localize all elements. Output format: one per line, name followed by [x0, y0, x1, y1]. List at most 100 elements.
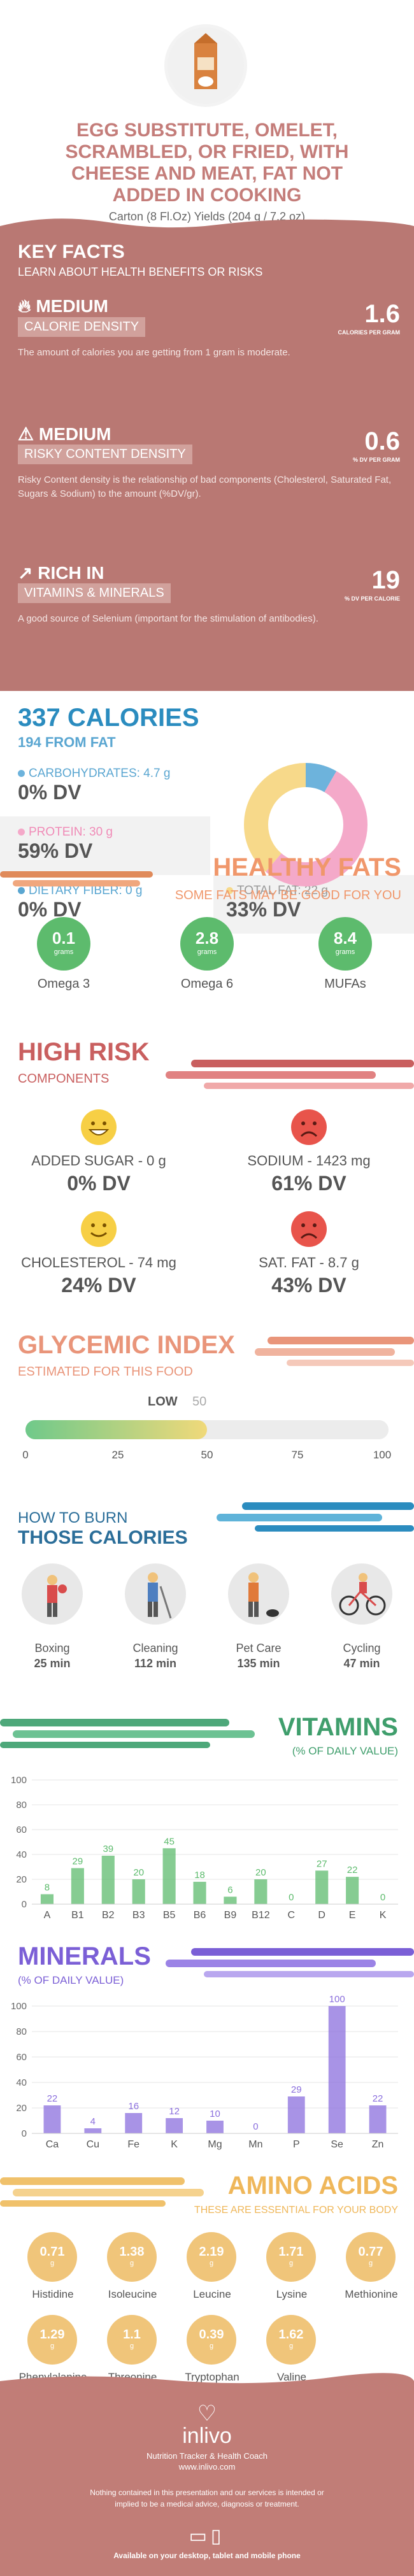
- devices-icon: ▭▯: [189, 2526, 225, 2547]
- mineral-x-label: Cu: [87, 2139, 99, 2150]
- amino-label: Lysine: [276, 2288, 308, 2300]
- mineral-value-label: 16: [128, 2101, 139, 2112]
- gi-tick: 75: [291, 1449, 304, 1461]
- brand-name: inlivo: [182, 2424, 232, 2448]
- amino-value: 0.39: [199, 2328, 224, 2342]
- dot-icon: [226, 887, 233, 894]
- fact-unit: CALORIES PER GRAM: [338, 329, 400, 336]
- serving-size: Carton (8 Fl.Oz) Yields (204 g / 7.2 oz): [108, 210, 306, 223]
- vitamin-x-label: B3: [132, 1910, 145, 1921]
- amino-unit: g: [209, 2259, 214, 2267]
- amino-badge: 0.39 g: [187, 2315, 236, 2365]
- vitamin-x-label: B9: [224, 1910, 237, 1921]
- fact-value: 19: [371, 566, 401, 594]
- vitamin-x-label: K: [380, 1910, 387, 1921]
- minerals-title: MINERALS: [18, 1942, 151, 1970]
- brand-url[interactable]: www.inlivo.com: [178, 2462, 236, 2472]
- healthy-fats-title: HEALTHY FATS: [213, 853, 401, 881]
- mufa-badge: 8.4 grams: [318, 917, 372, 971]
- macro-fiber: DIETARY FIBER: 0 g 0% DV: [0, 875, 210, 934]
- amino-badge: 1.38 g: [107, 2232, 157, 2282]
- disclaimer: Nothing contained in this presentation a…: [90, 2488, 324, 2508]
- risk-dv: 61% DV: [271, 1172, 346, 1195]
- page-title: EGG SUBSTITUTE, OMELET, SCRAMBLED, OR FR…: [65, 120, 349, 206]
- fat-label: MUFAs: [324, 977, 366, 991]
- y-tick-label: 20: [16, 1874, 27, 1885]
- fact-unit: % DV PER GRAM: [352, 457, 400, 463]
- fat-unit: grams: [335, 948, 355, 956]
- amino-value: 0.77: [358, 2245, 383, 2259]
- gi-tick: 50: [201, 1449, 213, 1461]
- amino-value: 1.1: [123, 2328, 141, 2342]
- amino-label: Histidine: [32, 2288, 74, 2300]
- amino-label: Valine: [277, 2371, 306, 2383]
- fat-unit: grams: [197, 948, 217, 956]
- macro-donut-chart: [244, 763, 368, 886]
- vitamin-x-label: B5: [163, 1910, 176, 1921]
- y-tick-label: 20: [16, 2103, 27, 2114]
- burn-time: 47 min: [343, 1657, 380, 1670]
- fact-level: ↗ RICH IN: [18, 563, 104, 583]
- happy-face-icon: [81, 1109, 117, 1145]
- macro-carbs: CARBOHYDRATES: 4.7 g 0% DV: [0, 758, 210, 816]
- glycemic-subtitle: ESTIMATED FOR THIS FOOD: [18, 1365, 193, 1379]
- amino-value: 1.38: [119, 2245, 145, 2259]
- fact-name: VITAMINS & MINERALS: [18, 583, 171, 603]
- healthy-fats-subtitle: SOME FATS MAY BE GOOD FOR YOU: [175, 888, 401, 902]
- key-facts-heading: KEY FACTS: [18, 241, 125, 262]
- fact-value: 1.6: [364, 300, 400, 328]
- fat-value: 0.1: [52, 929, 76, 948]
- vitamin-bar: [254, 1879, 268, 1904]
- donut-slice-fat: [244, 763, 368, 886]
- gi-tick: 25: [111, 1449, 124, 1461]
- amino-badge: 1.71 g: [266, 2232, 316, 2282]
- amino-value: 1.71: [278, 2245, 304, 2259]
- key-facts-subheading: LEARN ABOUT HEALTH BENEFITS OR RISKS: [18, 266, 263, 278]
- mineral-value-label: 100: [329, 1994, 345, 2005]
- macro-dv: 0% DV: [18, 898, 82, 921]
- fact-unit: % DV PER CALORIE: [344, 595, 400, 602]
- decor-stripes: [0, 1719, 255, 1748]
- fat-label: Omega 6: [180, 977, 234, 991]
- burn-label: Pet Care: [236, 1642, 282, 1654]
- risk-dv: 0% DV: [67, 1172, 131, 1195]
- y-tick-label: 80: [16, 1800, 27, 1811]
- mineral-bar: [84, 2128, 102, 2133]
- burn-label: Cleaning: [132, 1642, 178, 1654]
- sad-face-icon: [291, 1211, 327, 1247]
- decor-stripes: [0, 871, 153, 886]
- mineral-bar: [166, 2118, 183, 2133]
- mineral-bar: [369, 2105, 387, 2133]
- amino-unit: g: [50, 2259, 55, 2267]
- vitamin-value-label: 39: [103, 1844, 113, 1854]
- vitamin-bar: [315, 1870, 329, 1904]
- glycemic-value: 50: [192, 1395, 207, 1409]
- omega3-badge: 0.1 grams: [37, 917, 90, 971]
- vitamin-value-label: 6: [227, 1884, 232, 1895]
- fact-risky-content: ⚠︎ MEDIUM RISKY CONTENT DENSITY 0.6 % DV…: [18, 423, 400, 501]
- fact-level: ⚠︎ MEDIUM: [18, 424, 111, 444]
- y-tick-label: 100: [11, 1775, 27, 1786]
- mineral-x-label: Fe: [127, 2139, 139, 2150]
- vitamin-bar: [40, 1894, 54, 1904]
- high-risk-subtitle: COMPONENTS: [18, 1072, 110, 1086]
- macro-label: PROTEIN: 30 g: [29, 825, 113, 839]
- vitamin-value-label: 20: [133, 1867, 144, 1878]
- vitamin-x-label: A: [44, 1910, 51, 1921]
- amino-value: 1.62: [278, 2328, 304, 2342]
- y-tick-label: 40: [16, 2077, 27, 2088]
- mineral-value-label: 12: [169, 2106, 180, 2117]
- y-tick-label: 0: [22, 2128, 27, 2139]
- mineral-x-label: Zn: [372, 2139, 384, 2150]
- carton-icon: [168, 27, 244, 104]
- available-text: Available on your desktop, tablet and mo…: [113, 2551, 301, 2560]
- risk-dv: 24% DV: [61, 1274, 136, 1297]
- y-tick-label: 60: [16, 2052, 27, 2063]
- decor-stripes: [166, 1948, 414, 1977]
- amino-title: AMINO ACIDS: [227, 2172, 398, 2200]
- amino-badge: 1.62 g: [266, 2315, 316, 2365]
- heart-icon: ♡: [197, 2402, 217, 2426]
- vitamin-bar: [101, 1855, 115, 1904]
- gi-tick: 100: [373, 1449, 392, 1461]
- dot-icon: [18, 887, 25, 894]
